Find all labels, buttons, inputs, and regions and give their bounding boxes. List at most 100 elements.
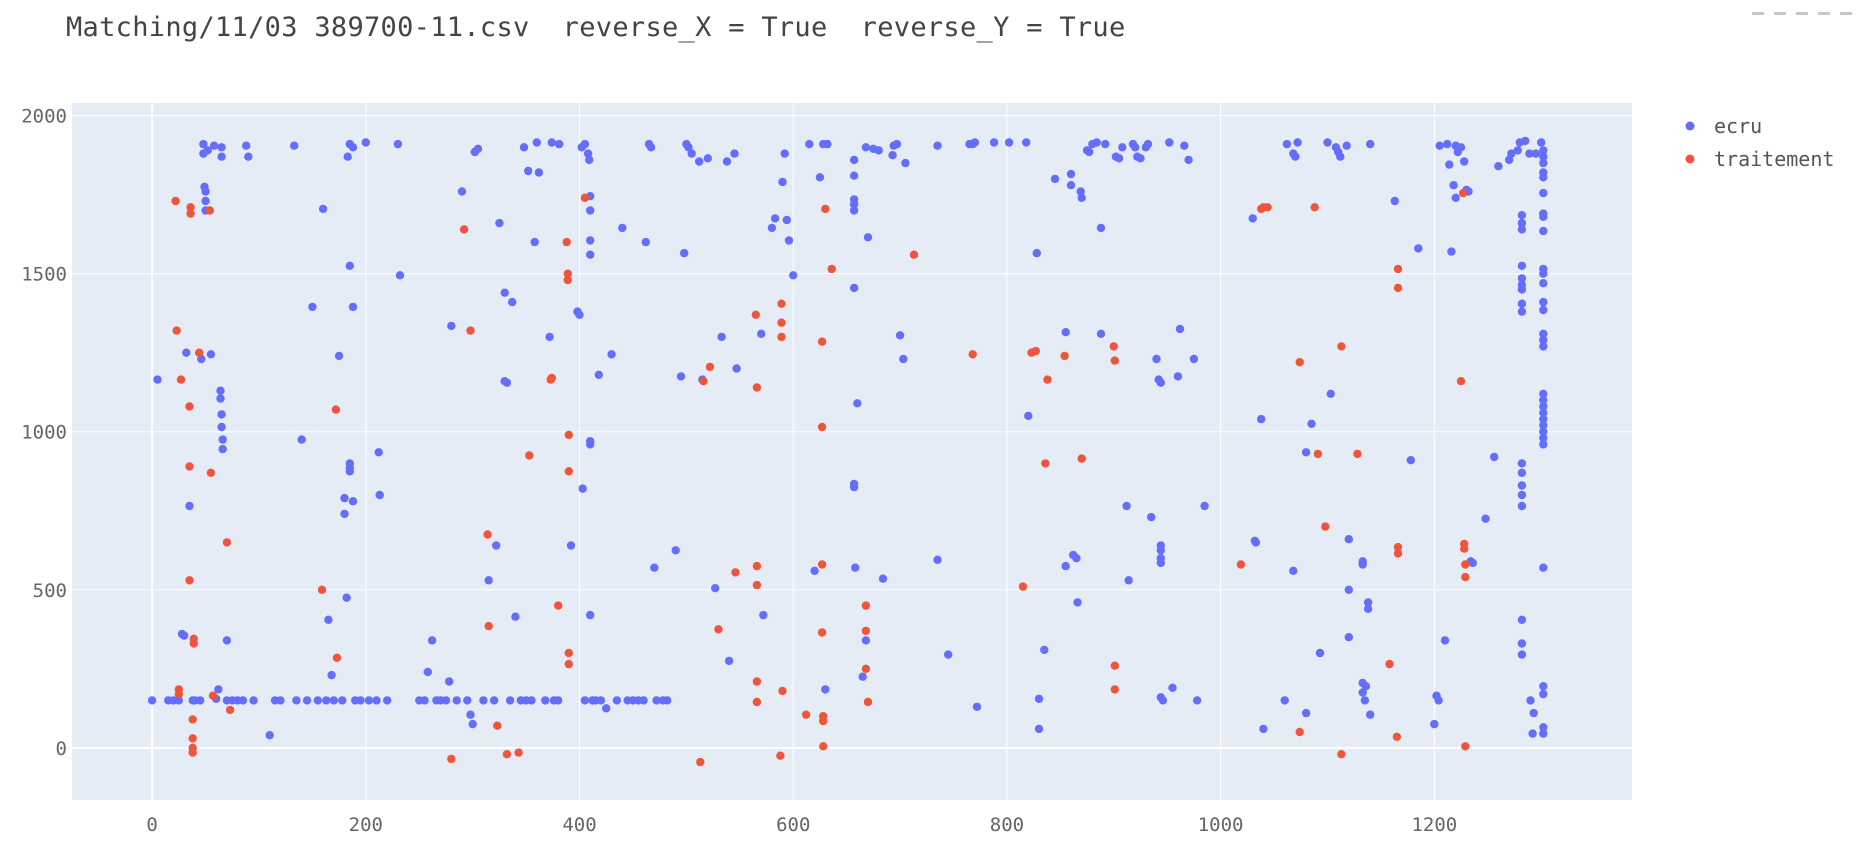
traitement-point[interactable] bbox=[1060, 351, 1069, 361]
ecru-point[interactable] bbox=[1451, 193, 1460, 202]
ecru-point[interactable] bbox=[1539, 173, 1548, 182]
ecru-point[interactable] bbox=[1539, 226, 1548, 236]
ecru-point[interactable] bbox=[1358, 688, 1367, 697]
traitement-point[interactable] bbox=[817, 560, 827, 569]
ecru-point[interactable] bbox=[1189, 354, 1199, 364]
ecru-point[interactable] bbox=[732, 364, 741, 373]
ecru-point[interactable] bbox=[244, 152, 253, 161]
ecru-point[interactable] bbox=[671, 546, 680, 555]
ecru-point[interactable] bbox=[466, 710, 475, 719]
traitement-point[interactable] bbox=[185, 402, 194, 411]
ecru-point[interactable] bbox=[1445, 160, 1454, 169]
traitement-point[interactable] bbox=[174, 689, 183, 699]
ecru-point[interactable] bbox=[1168, 683, 1177, 692]
ecru-point[interactable] bbox=[1291, 152, 1300, 161]
ecru-point[interactable] bbox=[1517, 459, 1527, 468]
ecru-point[interactable] bbox=[196, 696, 205, 705]
traitement-point[interactable] bbox=[188, 748, 197, 757]
ecru-point[interactable] bbox=[527, 696, 536, 705]
traitement-point[interactable] bbox=[1109, 342, 1119, 351]
ecru-point[interactable] bbox=[1192, 696, 1202, 705]
modebar-home-icon[interactable] bbox=[1840, 12, 1852, 15]
ecru-point[interactable] bbox=[1504, 155, 1514, 165]
ecru-point[interactable] bbox=[427, 636, 437, 645]
ecru-point[interactable] bbox=[1092, 138, 1101, 147]
ecru-point[interactable] bbox=[888, 151, 897, 160]
ecru-point[interactable] bbox=[222, 636, 232, 645]
ecru-point[interactable] bbox=[1251, 538, 1261, 547]
ecru-point[interactable] bbox=[1158, 696, 1168, 705]
ecru-point[interactable] bbox=[805, 139, 814, 149]
traitement-point[interactable] bbox=[1041, 459, 1050, 468]
traitement-point[interactable] bbox=[1353, 449, 1362, 459]
ecru-point[interactable] bbox=[201, 187, 210, 196]
traitement-point[interactable] bbox=[564, 467, 573, 476]
ecru-point[interactable] bbox=[1336, 152, 1345, 161]
traitement-point[interactable] bbox=[1295, 358, 1304, 367]
ecru-point[interactable] bbox=[1449, 181, 1458, 190]
ecru-point[interactable] bbox=[1528, 729, 1537, 738]
ecru-point[interactable] bbox=[1521, 136, 1530, 146]
ecru-point[interactable] bbox=[1513, 146, 1522, 155]
ecru-point[interactable] bbox=[899, 354, 908, 364]
traitement-point[interactable] bbox=[563, 275, 572, 285]
ecru-point[interactable] bbox=[1024, 411, 1033, 421]
ecru-point[interactable] bbox=[217, 143, 226, 152]
ecru-point[interactable] bbox=[1096, 329, 1106, 338]
ecru-point[interactable] bbox=[201, 196, 210, 206]
ecru-point[interactable] bbox=[1539, 335, 1548, 345]
ecru-point[interactable] bbox=[1539, 682, 1548, 691]
ecru-point[interactable] bbox=[1004, 138, 1014, 147]
ecru-point[interactable] bbox=[895, 331, 905, 340]
ecru-point[interactable] bbox=[815, 173, 825, 182]
ecru-point[interactable] bbox=[554, 696, 563, 705]
ecru-point[interactable] bbox=[1344, 535, 1354, 544]
traitement-point[interactable] bbox=[1393, 264, 1403, 274]
ecru-point[interactable] bbox=[851, 563, 860, 572]
ecru-point[interactable] bbox=[1517, 225, 1527, 234]
ecru-point[interactable] bbox=[1539, 329, 1548, 338]
ecru-point[interactable] bbox=[185, 501, 194, 511]
ecru-point[interactable] bbox=[1122, 501, 1131, 511]
ecru-point[interactable] bbox=[500, 288, 509, 297]
ecru-point[interactable] bbox=[1539, 395, 1548, 405]
ecru-point[interactable] bbox=[821, 685, 830, 694]
traitement-point[interactable] bbox=[185, 462, 194, 471]
data-points[interactable] bbox=[147, 136, 1548, 767]
ecru-point[interactable] bbox=[348, 302, 358, 312]
traitement-point[interactable] bbox=[563, 269, 572, 278]
ecru-point[interactable] bbox=[849, 155, 859, 165]
ecru-point[interactable] bbox=[322, 696, 331, 705]
ecru-point[interactable] bbox=[1539, 408, 1548, 417]
ecru-point[interactable] bbox=[1066, 181, 1076, 190]
ecru-point[interactable] bbox=[1517, 274, 1527, 283]
ecru-point[interactable] bbox=[345, 467, 354, 476]
ecru-point[interactable] bbox=[1184, 155, 1193, 165]
ecru-point[interactable] bbox=[646, 143, 656, 152]
ecru-point[interactable] bbox=[639, 696, 648, 705]
ecru-point[interactable] bbox=[782, 215, 791, 225]
ecru-point[interactable] bbox=[484, 576, 493, 585]
ecru-point[interactable] bbox=[1539, 279, 1548, 288]
ecru-point[interactable] bbox=[345, 261, 354, 270]
traitement-point[interactable] bbox=[1459, 188, 1468, 198]
ecru-point[interactable] bbox=[612, 696, 622, 705]
traitement-point[interactable] bbox=[778, 686, 787, 696]
traitement-point[interactable] bbox=[459, 225, 469, 234]
ecru-point[interactable] bbox=[1517, 615, 1527, 624]
ecru-point[interactable] bbox=[849, 283, 859, 293]
ecru-point[interactable] bbox=[1147, 512, 1156, 522]
ecru-point[interactable] bbox=[1360, 696, 1370, 705]
ecru-point[interactable] bbox=[607, 350, 616, 359]
ecru-point[interactable] bbox=[1539, 427, 1548, 436]
ecru-point[interactable] bbox=[153, 375, 162, 384]
ecru-point[interactable] bbox=[863, 233, 873, 242]
ecru-point[interactable] bbox=[502, 378, 512, 387]
ecru-point[interactable] bbox=[1344, 585, 1354, 594]
ecru-point[interactable] bbox=[318, 204, 328, 214]
traitement-point[interactable] bbox=[827, 264, 836, 274]
ecru-point[interactable] bbox=[1494, 162, 1503, 171]
ecru-point[interactable] bbox=[276, 696, 285, 705]
ecru-point[interactable] bbox=[1344, 633, 1354, 642]
ecru-point[interactable] bbox=[687, 149, 696, 158]
